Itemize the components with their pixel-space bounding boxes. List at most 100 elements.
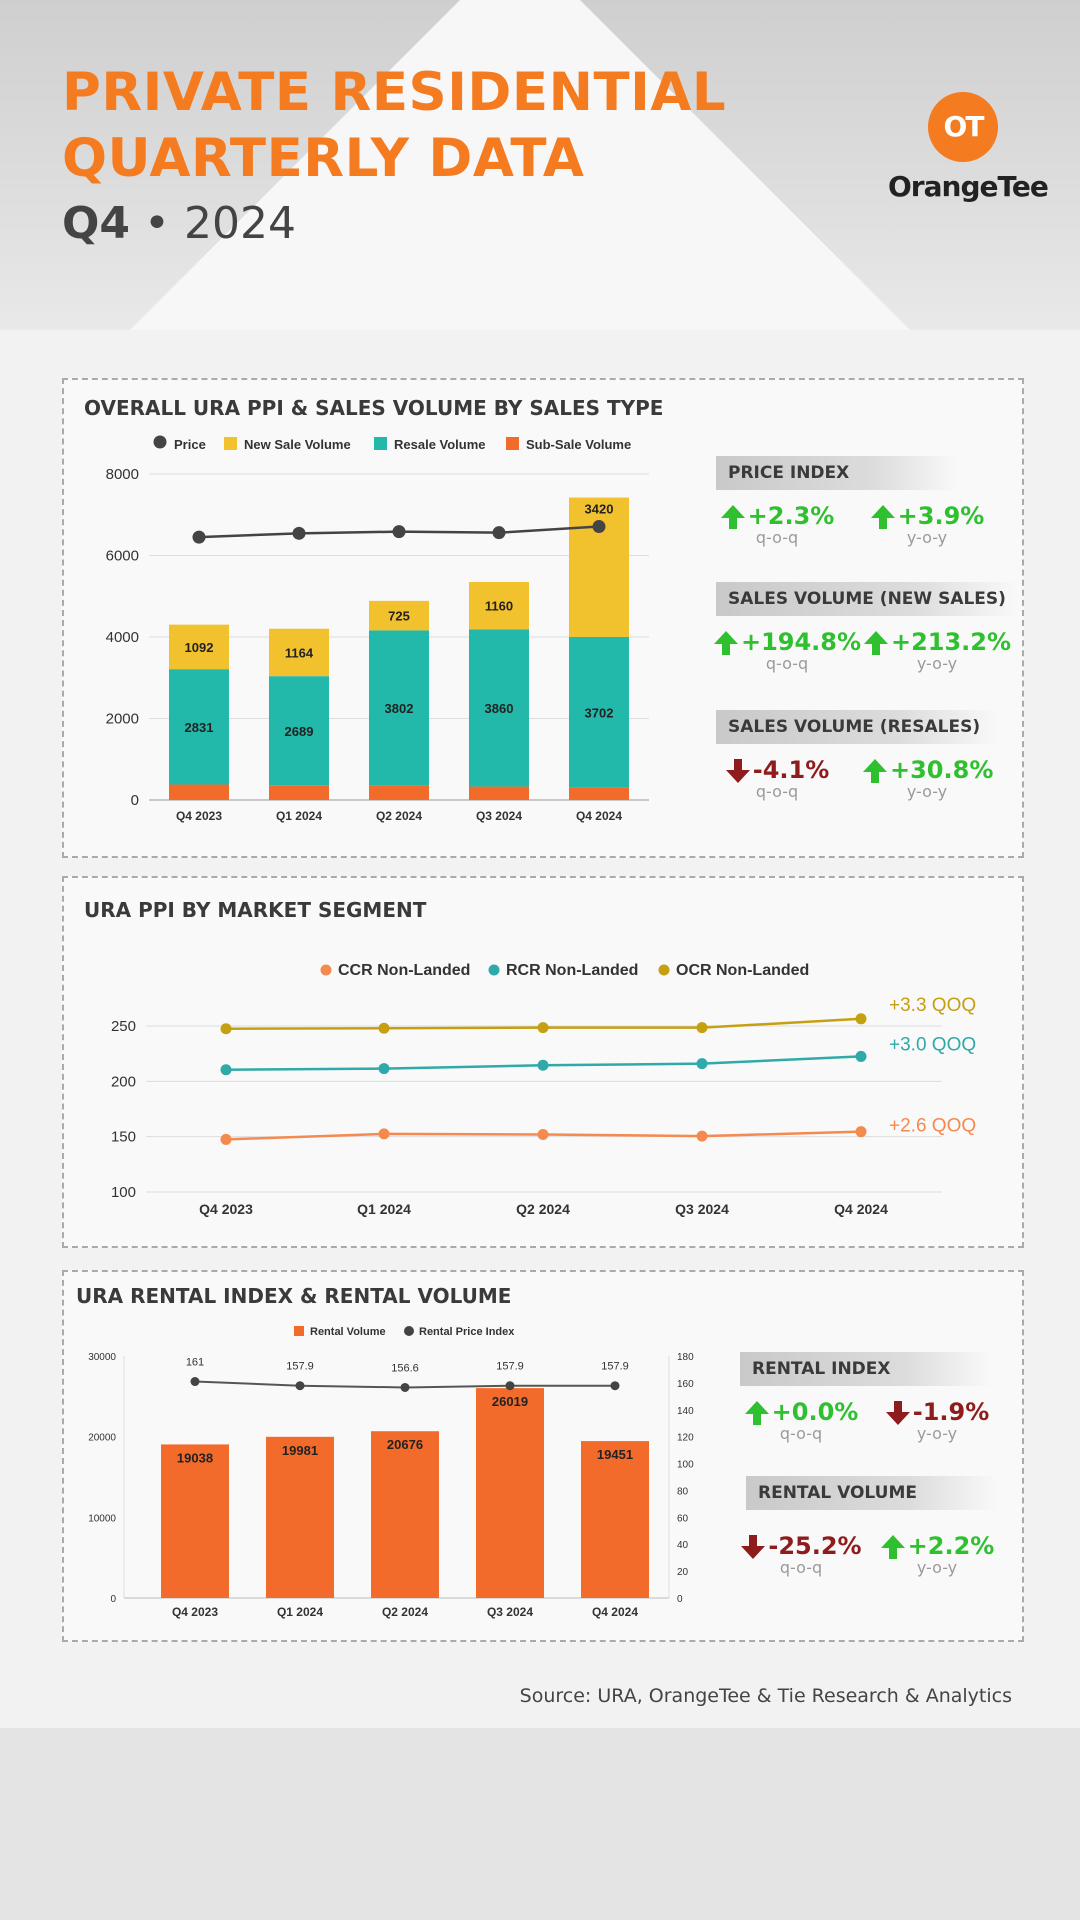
kpi-value-text: -1.9%: [912, 1398, 990, 1426]
kpi-period-label: y-o-y: [916, 1558, 958, 1577]
bar-value-label: 2831: [185, 720, 214, 735]
kpi-new-sales-yoy: +213.2% y-o-y: [862, 628, 1012, 673]
x-tick-label: Q1 2024: [276, 809, 322, 823]
kpi-period-label: q-o-q: [755, 782, 799, 801]
kpi-price-qoq-value: +2.3%: [712, 502, 842, 530]
y-tick-label: 20000: [88, 1433, 116, 1444]
logo-wordmark: OrangeTee: [888, 170, 1049, 203]
header-background: [0, 0, 1080, 330]
kpi-rental-volume-qoq-value: -25.2%: [736, 1532, 866, 1560]
bar-value-label: 20676: [387, 1437, 423, 1452]
arrow-up-icon: [863, 631, 888, 655]
x-tick-label: Q4 2024: [592, 1605, 638, 1619]
x-tick-label: Q2 2024: [376, 809, 422, 823]
y-tick-label: 0: [131, 792, 139, 809]
segment-point: [220, 1133, 232, 1145]
price-point: [592, 520, 606, 534]
y-tick-label: 250: [111, 1018, 136, 1035]
bar-value-label: 3420: [585, 502, 614, 517]
x-tick-label: Q3 2024: [675, 1201, 729, 1217]
arrow-up-icon: [880, 1535, 905, 1559]
kpi-value-text: +30.8%: [890, 756, 994, 784]
legend-swatch: [294, 1326, 304, 1336]
y-tick-label: 100: [111, 1184, 136, 1201]
kpi-period-label: q-o-q: [779, 1558, 823, 1577]
kpi-period-label: y-o-y: [916, 1424, 958, 1443]
bar-segment: [369, 785, 429, 800]
bar-segment: [469, 786, 529, 800]
y-tick-label: 10000: [88, 1513, 116, 1524]
rental-bar: [371, 1431, 439, 1598]
kpi-value-text: +213.2%: [890, 628, 1012, 656]
legend-swatch: [658, 964, 670, 976]
x-tick-label: Q4 2023: [172, 1605, 218, 1619]
segment-annotation: +3.0 QOQ: [889, 1034, 976, 1055]
segment-point: [855, 1050, 867, 1062]
kpi-rental-index-heading: RENTAL INDEX: [740, 1352, 992, 1386]
legend-swatch: [153, 435, 167, 449]
arrow-up-icon: [744, 1401, 769, 1425]
kpi-rental-index-yoy: -1.9% y-o-y: [872, 1398, 1002, 1443]
rental-index-point: [295, 1381, 305, 1391]
arrow-down-icon: [885, 1401, 910, 1425]
panel3-title: URA RENTAL INDEX & RENTAL VOLUME: [76, 1284, 512, 1308]
segment-point: [696, 1058, 708, 1070]
legend-swatch: [404, 1326, 414, 1336]
bar-value-label: 2689: [285, 724, 314, 739]
bar-value-label: 19038: [177, 1450, 213, 1465]
price-point: [192, 530, 206, 544]
bar-value-label: 1092: [185, 640, 214, 655]
quarter-label: Q4: [62, 198, 131, 249]
panel1-title: OVERALL URA PPI & SALES VOLUME BY SALES …: [84, 396, 664, 420]
kpi-value-text: +194.8%: [740, 628, 862, 656]
y2-tick-label: 140: [677, 1406, 694, 1417]
bar-segment: [269, 676, 329, 786]
segment-point: [696, 1130, 708, 1142]
arrow-down-icon: [741, 1535, 766, 1559]
y-tick-label: 8000: [106, 466, 139, 483]
segment-point: [378, 1022, 390, 1034]
legend-label: Price: [174, 437, 206, 452]
price-point: [292, 526, 306, 540]
bar-value-label: 19451: [597, 1447, 633, 1462]
arrow-up-icon: [870, 505, 895, 529]
legend-label: RCR Non-Landed: [506, 962, 638, 979]
kpi-period-label: q-o-q: [765, 654, 809, 673]
bar-segment: [569, 636, 629, 788]
kpi-resales-qoq: -4.1% q-o-q: [712, 756, 842, 801]
kpi-resales-qoq-value: -4.1%: [712, 756, 842, 784]
period-label: Q4 • 2024: [62, 198, 296, 249]
x-tick-label: Q4 2023: [176, 809, 222, 823]
kpi-price-qoq: +2.3% q-o-q: [712, 502, 842, 547]
segment-point: [378, 1063, 390, 1075]
segment-point: [855, 1126, 867, 1138]
legend-swatch: [488, 964, 500, 976]
rental-bar: [266, 1436, 334, 1598]
legend-label: OCR Non-Landed: [676, 962, 809, 979]
kpi-value-text: -25.2%: [768, 1532, 862, 1560]
bar-value-label: 26019: [492, 1394, 528, 1409]
year-label: 2024: [183, 198, 296, 249]
price-point: [492, 526, 506, 540]
y2-tick-label: 20: [677, 1567, 689, 1578]
kpi-period-label: y-o-y: [906, 528, 948, 547]
index-value-label: 156.6: [391, 1362, 419, 1374]
separator-dot: •: [144, 198, 170, 249]
x-tick-label: Q3 2024: [487, 1605, 533, 1619]
legend-label: CCR Non-Landed: [338, 962, 470, 979]
y-tick-label: 2000: [106, 711, 139, 728]
x-tick-label: Q4 2024: [834, 1201, 888, 1217]
bar-value-label: 19981: [282, 1443, 318, 1458]
kpi-new-sales-heading: SALES VOLUME (NEW SALES): [716, 582, 1018, 616]
panel-rental: URA RENTAL INDEX & RENTAL VOLUME 0 10000 2…: [62, 1270, 1024, 1642]
y-tick-label: 150: [111, 1129, 136, 1146]
y2-tick-label: 100: [677, 1460, 694, 1471]
rental-bar: [581, 1441, 649, 1598]
kpi-rental-index-qoq-value: +0.0%: [736, 1398, 866, 1426]
legend-label: New Sale Volume: [244, 437, 351, 452]
segment-point: [378, 1128, 390, 1140]
bar-segment: [169, 624, 229, 670]
y2-tick-label: 0: [677, 1594, 683, 1605]
footer-background: [0, 1728, 1080, 1920]
kpi-price-yoy: +3.9% y-o-y: [862, 502, 992, 547]
